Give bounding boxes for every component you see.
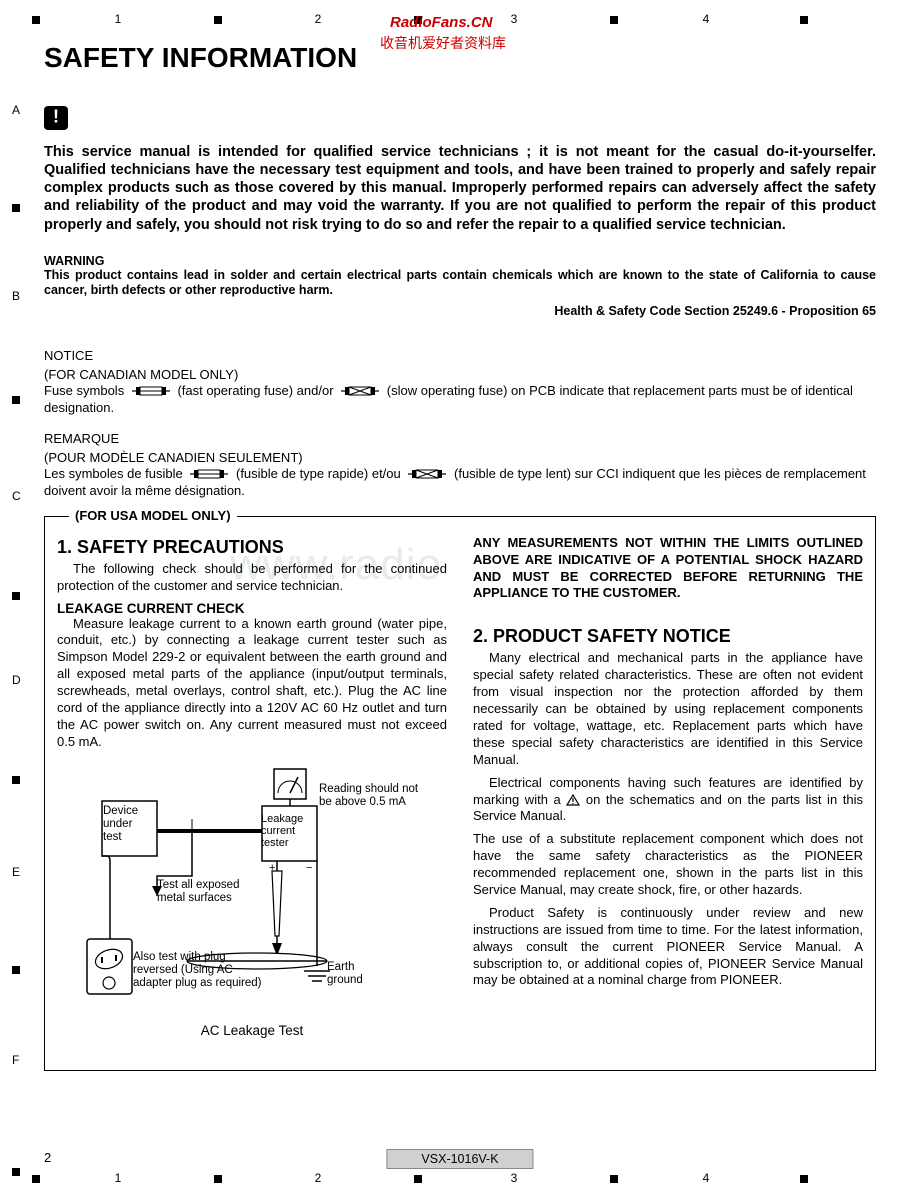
notice-en-pre: Fuse symbols (44, 383, 128, 398)
fuse-slow-icon (341, 386, 379, 396)
ruler-bottom: 1 2 3 4 (0, 1171, 920, 1187)
ruler-tick (610, 16, 618, 24)
notice-en-sub: (FOR CANADIAN MODEL ONLY) (44, 367, 876, 382)
ruler-tick (12, 592, 20, 600)
diag-plug-label: Also test with plug reversed (Using AC a… (133, 951, 263, 991)
ruler-num: 3 (511, 1171, 518, 1185)
ruler-left: A B C D E F (12, 0, 32, 1191)
ruler-num: 4 (703, 1171, 710, 1185)
notice-en-label: NOTICE (44, 348, 876, 363)
section1-title: 1. SAFETY PRECAUTIONS (57, 537, 447, 558)
ruler-num: 4 (703, 12, 710, 26)
notice-fr-label: REMARQUE (44, 431, 876, 446)
ruler-tick (800, 16, 808, 24)
notice-fr-body: Les symboles de fusible (fusible de type… (44, 465, 876, 500)
diag-tester-label: Leakage current tester (261, 813, 309, 849)
section2-p2: Electrical components having such featur… (473, 775, 863, 826)
fuse-fast-icon (132, 386, 170, 396)
section2-p4: Product Safety is continuously under rev… (473, 905, 863, 989)
ruler-num: 3 (511, 12, 518, 26)
usa-box: (FOR USA MODEL ONLY) 1. SAFETY PRECAUTIO… (44, 516, 876, 1071)
diag-testall-label: Test all exposed metal surfaces (157, 879, 257, 905)
ruler-tick (32, 1175, 40, 1183)
usa-box-heading: (FOR USA MODEL ONLY) (69, 508, 237, 523)
ruler-letter: B (12, 289, 20, 303)
diag-earth-label: Earth ground (327, 961, 382, 987)
ruler-tick (800, 1175, 808, 1183)
ruler-letter: E (12, 865, 20, 879)
warning-body: This product contains lead in solder and… (44, 268, 876, 298)
section1-p2: Measure leakage current to a known earth… (57, 616, 447, 751)
notice-fr-mid: (fusible de type rapide) et/ou (236, 466, 404, 481)
shock-warning: ANY MEASUREMENTS NOT WITHIN THE LIMITS O… (473, 535, 863, 603)
diag-device-label: Device under test (103, 805, 148, 845)
column-right: ANY MEASUREMENTS NOT WITHIN THE LIMITS O… (473, 535, 863, 1038)
section2-p3: The use of a substitute replacement comp… (473, 831, 863, 899)
leakage-heading: LEAKAGE CURRENT CHECK (57, 601, 447, 616)
ruler-num: 1 (115, 1171, 122, 1185)
ruler-tick (12, 396, 20, 404)
intro-paragraph: This service manual is intended for qual… (44, 143, 876, 234)
section2-p1: Many electrical and mechanical parts in … (473, 650, 863, 768)
page-number: 2 (44, 1150, 51, 1165)
ruler-letter: F (12, 1053, 19, 1067)
ruler-tick (214, 1175, 222, 1183)
diagram-caption: AC Leakage Test (57, 1023, 447, 1038)
fuse-slow-icon (408, 469, 446, 479)
notice-en-mid: (fast operating fuse) and/or (177, 383, 337, 398)
watermark-site: RadioFans.CN (390, 14, 493, 31)
svg-text:−: − (306, 862, 312, 874)
ruler-letter: A (12, 103, 20, 117)
triangle-warning-icon (566, 794, 580, 806)
ruler-letter: D (12, 673, 21, 687)
leakage-diagram: + − Device under test Leakage current te… (57, 761, 447, 1021)
page-title: SAFETY INFORMATION (44, 42, 876, 74)
model-box: VSX-1016V-K (386, 1149, 533, 1169)
section2-title: 2. PRODUCT SAFETY NOTICE (473, 626, 863, 647)
notice-en-body: Fuse symbols (fast operating fuse) and/o… (44, 382, 876, 417)
column-left: 1. SAFETY PRECAUTIONS The following chec… (57, 535, 447, 1038)
fuse-fast-icon (190, 469, 228, 479)
warning-icon (44, 106, 68, 130)
ruler-tick (12, 776, 20, 784)
ruler-tick (12, 966, 20, 974)
ruler-tick (610, 1175, 618, 1183)
ruler-num: 1 (115, 12, 122, 26)
ruler-num: 2 (315, 12, 322, 26)
ruler-tick (32, 16, 40, 24)
ruler-num: 2 (315, 1171, 322, 1185)
ruler-letter: C (12, 489, 21, 503)
ruler-tick (414, 1175, 422, 1183)
section1-p1: The following check should be performed … (57, 561, 447, 595)
diag-reading-label: Reading should not be above 0.5 mA (319, 783, 429, 809)
page-content: SAFETY INFORMATION This service manual i… (44, 30, 876, 1071)
notice-fr-sub: (POUR MODÈLE CANADIEN SEULEMENT) (44, 450, 876, 465)
notice-fr-pre: Les symboles de fusible (44, 466, 186, 481)
prop65-text: Health & Safety Code Section 25249.6 - P… (44, 304, 876, 318)
svg-text:+: + (269, 862, 275, 874)
ruler-tick (12, 204, 20, 212)
warning-label: WARNING (44, 254, 876, 268)
ruler-tick (214, 16, 222, 24)
